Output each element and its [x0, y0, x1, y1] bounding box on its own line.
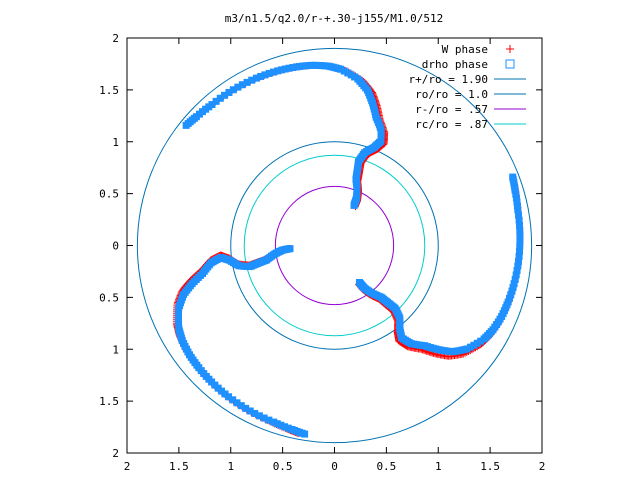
circle-2 — [274, 185, 395, 306]
x-tick-label: 0 — [331, 460, 338, 473]
legend-label: ro/ro = 1.0 — [415, 88, 488, 101]
x-tick-label: 1.5 — [480, 460, 500, 473]
x-tick-label: 1 — [435, 460, 442, 473]
circle-0 — [136, 47, 533, 444]
legend: W phase drho phase r+/ro = 1.90 ro/ro = 1.0… — [409, 43, 526, 131]
y-tick-label: 1.5 — [99, 84, 119, 97]
y-tick-label: 0 — [112, 240, 119, 253]
x-tick-label: 1.5 — [169, 460, 189, 473]
legend-label: W phase — [442, 43, 488, 56]
y-tick-label: 1.5 — [99, 395, 119, 408]
y-tick-label: 2 — [112, 447, 119, 460]
chart-title: m3/n1.5/q2.0/r-+.30-j155/M1.0/512 — [225, 12, 444, 25]
drho-phase-point — [301, 430, 309, 438]
legend-marker-square — [505, 59, 515, 69]
drho-phase-point — [182, 121, 190, 129]
circles-layer — [136, 47, 533, 444]
x-tick-label: 2 — [124, 460, 131, 473]
legend-label: drho phase — [422, 58, 488, 71]
y-tick-label: 0.5 — [99, 291, 119, 304]
x-tick-label: 0.5 — [273, 460, 293, 473]
y-tick-label: 0.5 — [99, 188, 119, 201]
y-tick-label: 1 — [112, 136, 119, 149]
x-tick-label: 0.5 — [376, 460, 396, 473]
circle-1 — [230, 141, 439, 350]
y-tick-label: 2 — [112, 32, 119, 45]
drho-phase-point — [509, 173, 517, 181]
x-tick-label: 1 — [227, 460, 234, 473]
legend-label: r-/ro = .57 — [415, 103, 488, 116]
circle-3 — [243, 154, 426, 337]
y-tick-label: 1 — [112, 343, 119, 356]
legend-label: rc/ro = .87 — [415, 118, 488, 131]
x-tick-label: 2 — [539, 460, 546, 473]
axis-ticks: 2 1.5 1 0.5 0 0.5 1 1.5 221.510.500.511.52 — [99, 32, 545, 473]
legend-label: r+/ro = 1.90 — [409, 73, 488, 86]
points-layer — [172, 61, 524, 438]
